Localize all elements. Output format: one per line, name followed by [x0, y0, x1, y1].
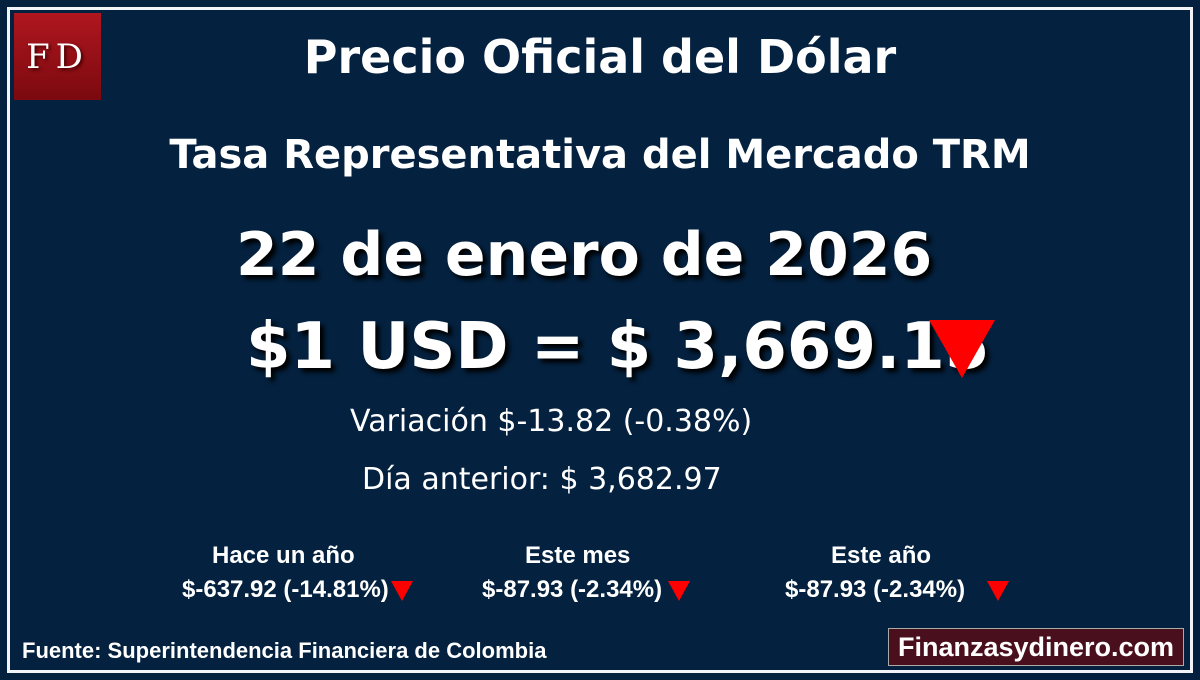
logo-text: FD: [26, 36, 89, 77]
stat-label-year: Este año: [831, 542, 932, 569]
date: 22 de enero de 2026: [236, 220, 933, 290]
card-frame: [7, 7, 1193, 673]
down-triangle-icon: [668, 580, 691, 601]
stat-value: $-87.93 (-2.34%): [785, 576, 966, 603]
down-triangle-icon: [987, 580, 1010, 601]
stat-label-year-ago: Hace un año: [212, 542, 355, 569]
page-title: Precio Oficial del Dólar: [303, 30, 897, 84]
source: Fuente: Superintendencia Financiera de C…: [22, 638, 547, 663]
site-badge[interactable]: Finanzasydinero.com: [888, 628, 1184, 666]
stat-label-month: Este mes: [525, 542, 631, 569]
subtitle: Tasa Representativa del Mercado TRM: [169, 132, 1031, 178]
previous-day: Día anterior: $ 3,682.97: [362, 462, 722, 497]
stat-value-year: $-87.93 (-2.34%): [785, 576, 1010, 604]
down-triangle-icon: [390, 580, 413, 601]
exchange-rate: $1 USD = $ 3,669.15: [246, 310, 990, 384]
variation: Variación $-13.82 (-0.38%): [350, 404, 753, 439]
down-triangle-icon: [929, 320, 995, 378]
stat-value: $-637.92 (-14.81%): [182, 576, 389, 603]
site-link[interactable]: Finanzasydinero.com: [897, 632, 1175, 662]
stat-value-year-ago: $-637.92 (-14.81%): [182, 576, 413, 604]
fd-logo: FD: [14, 13, 101, 100]
stat-value: $-87.93 (-2.34%): [482, 576, 663, 603]
stat-value-month: $-87.93 (-2.34%): [482, 576, 691, 604]
